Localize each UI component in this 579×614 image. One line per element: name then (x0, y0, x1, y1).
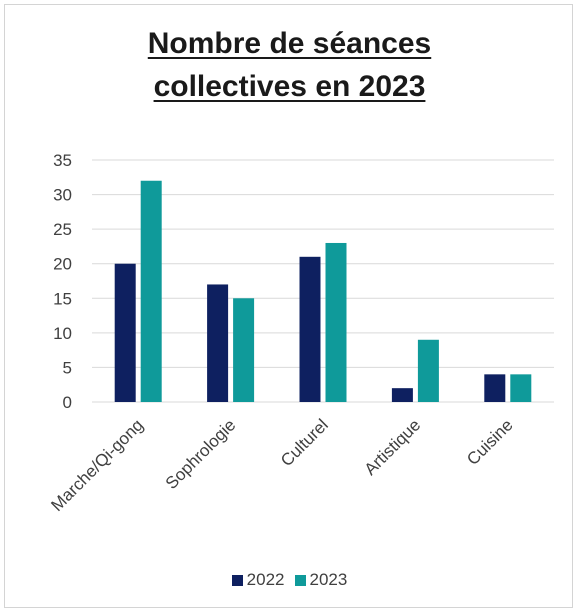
y-tick-label-30: 30 (53, 186, 72, 205)
bar-2023-marche-qi-gong (140, 180, 162, 402)
legend-label-2023: 2023 (309, 570, 348, 589)
bar-2022-sophrologie (207, 284, 229, 402)
bar-2022-artistique (391, 388, 413, 402)
chart-title: Nombre de séances collectives en 2023 (0, 22, 579, 108)
x-tick-label-artistique: Artistique (361, 415, 425, 479)
legend-swatch-2022 (231, 574, 243, 586)
chart-title-line-2: collectives en 2023 (153, 70, 426, 103)
bar-2022-marche-qi-gong (114, 263, 136, 402)
legend-swatch-2023 (294, 574, 306, 586)
y-tick-label-0: 0 (63, 393, 72, 412)
bar-2023-sophrologie (233, 298, 255, 402)
x-tick-label-cuisine: Cuisine (463, 415, 517, 469)
y-tick-label-15: 15 (53, 289, 72, 308)
legend: 2022 2023 (0, 570, 579, 590)
chart-title-line-1: Nombre de séances (147, 27, 432, 60)
bar-2022-culturel (299, 256, 321, 402)
legend-label-2022: 2022 (246, 570, 285, 589)
x-tick-label-sophrologie: Sophrologie (162, 415, 240, 493)
bar-2023-cuisine (510, 374, 532, 402)
y-tick-label-5: 5 (63, 358, 72, 377)
bar-2023-culturel (325, 242, 347, 402)
legend-item-2023: 2023 (294, 570, 348, 590)
bar-2022-cuisine (484, 374, 506, 402)
y-tick-label-25: 25 (53, 220, 72, 239)
x-tick-label-culturel: Culturel (277, 415, 332, 470)
y-tick-label-35: 35 (53, 151, 72, 170)
bar-2023-artistique (417, 339, 439, 402)
chart-frame (4, 4, 573, 608)
y-tick-label-10: 10 (53, 324, 72, 343)
legend-item-2022: 2022 (231, 570, 285, 590)
y-tick-label-20: 20 (53, 255, 72, 274)
x-tick-label-marche-qi-gong: Marche/Qi-gong (47, 415, 147, 515)
